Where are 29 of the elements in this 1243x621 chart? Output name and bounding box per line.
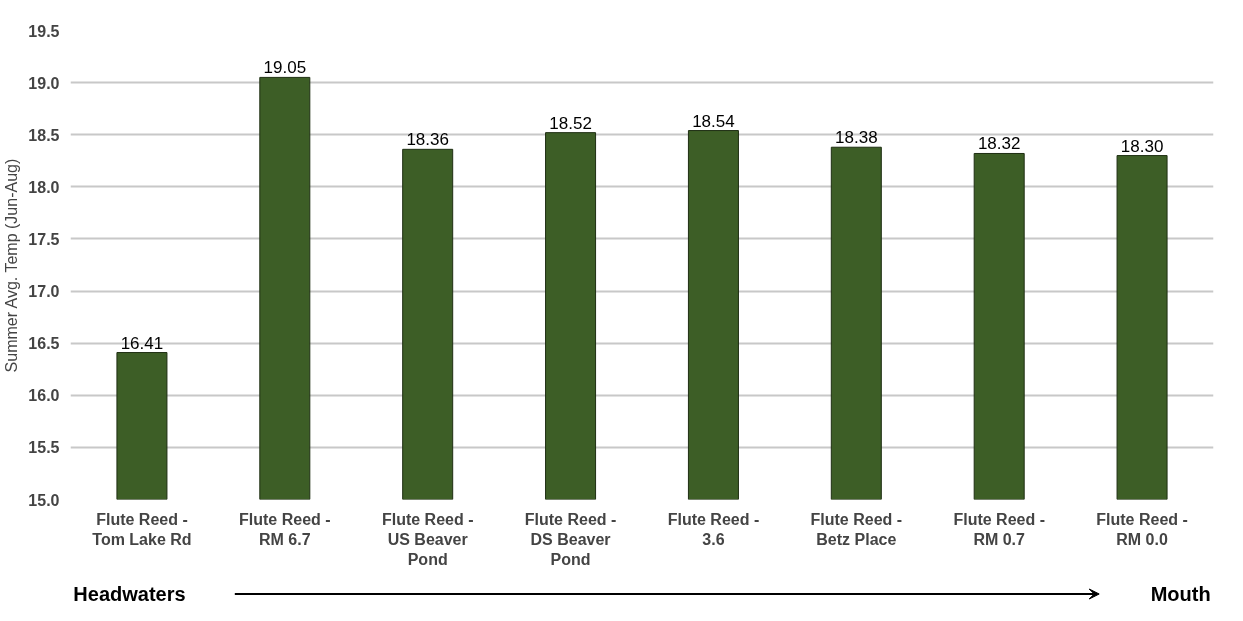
- y-axis-title: Summer Avg. Temp (Jun-Aug): [3, 158, 21, 373]
- y-tick-label: 16.5: [28, 335, 60, 353]
- y-tick-label: 17.5: [28, 230, 60, 248]
- data-label: 18.30: [1120, 136, 1164, 156]
- data-label: 18.54: [692, 111, 735, 131]
- data-label: 18.52: [549, 113, 592, 133]
- x-tick-label: Flute Reed - RM 0.7: [953, 510, 1045, 548]
- x-tick-label: Flute Reed - 3.6: [667, 510, 760, 548]
- x-tick-label: Flute Reed - Betz Place: [810, 510, 903, 548]
- data-label: 16.41: [120, 333, 164, 353]
- y-tick-label: 18.5: [28, 126, 60, 144]
- x-tick-label: Flute Reed - US Beaver Pond: [381, 510, 474, 569]
- data-label: 19.05: [263, 58, 307, 78]
- y-tick-label: 16.0: [28, 387, 60, 405]
- data-label: 18.32: [977, 134, 1021, 154]
- y-tick-label: 15.0: [28, 491, 60, 509]
- y-tick-label: 15.5: [28, 439, 60, 457]
- data-label: 18.38: [835, 128, 878, 148]
- x-tick-label: Flute Reed - RM 6.7: [239, 510, 331, 548]
- text: Mouth: [1150, 583, 1211, 605]
- y-tick-label: 17.0: [28, 283, 60, 301]
- y-tick-label: 19.5: [28, 22, 60, 40]
- y-tick-label: 18.0: [28, 178, 60, 196]
- x-tick-label: Flute Reed - DS Beaver Pond: [524, 510, 617, 569]
- x-tick-label: Flute Reed - Tom Lake Rd: [92, 510, 192, 548]
- text: Headwaters: [73, 583, 186, 605]
- y-tick-label: 19.0: [28, 74, 60, 92]
- x-tick-label: Flute Reed - RM 0.0: [1096, 510, 1188, 548]
- data-label: 18.36: [406, 130, 449, 150]
